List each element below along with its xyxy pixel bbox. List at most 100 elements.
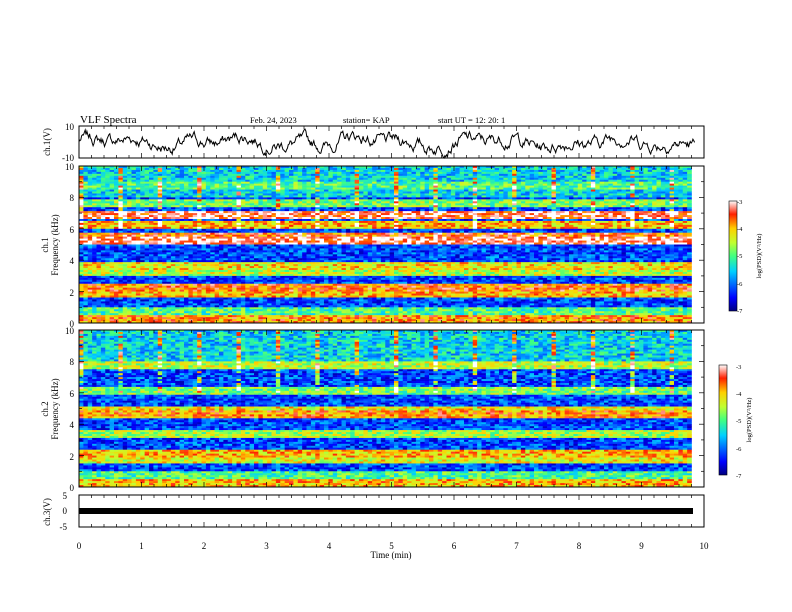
- spectrogram-cell: [516, 205, 522, 208]
- spectrogram-cell: [271, 224, 277, 228]
- spectrogram-cell: [166, 207, 172, 210]
- spectrogram-cell: [254, 201, 259, 204]
- spectrogram-cell: [280, 211, 285, 214]
- spectrogram-cell: [131, 222, 137, 226]
- spectrogram-cell: [380, 205, 386, 208]
- spectrogram-cell: [149, 215, 154, 218]
- spectrogram-cell: [656, 201, 662, 204]
- spectrogram-cell: [275, 189, 281, 192]
- spectrogram-cell: [481, 173, 487, 177]
- spectrogram-cell: [398, 203, 404, 206]
- spectrogram-cell: [630, 215, 635, 218]
- spectrogram-cell: [512, 169, 517, 173]
- spectrogram-cell: [166, 191, 172, 194]
- spectrogram-cell: [306, 179, 312, 182]
- spectrogram-cell: [332, 226, 338, 230]
- spectrogram-cell: [534, 183, 539, 186]
- spectrogram-cell: [118, 185, 124, 188]
- spectrogram-cell: [608, 195, 614, 198]
- spectrogram-cell: [267, 193, 272, 196]
- spectrogram-cell: [665, 217, 670, 220]
- spectrogram-cell: [100, 167, 106, 171]
- spectrogram-cell: [551, 201, 557, 204]
- spectrogram-cell: [332, 169, 338, 173]
- spectrogram-cell: [586, 177, 592, 181]
- spectrogram-cell: [472, 187, 478, 190]
- spectrogram-cell: [328, 197, 334, 200]
- spectrogram-cell: [297, 175, 303, 179]
- spectrogram-cell: [372, 195, 377, 198]
- spectrogram-cell: [582, 187, 587, 190]
- spectrogram-cell: [210, 228, 215, 232]
- spectrogram-cell: [542, 193, 548, 196]
- spectrogram-cell: [385, 175, 390, 179]
- spectrogram-cell: [507, 179, 513, 182]
- spectrogram-cell: [599, 205, 605, 208]
- spectrogram-cell: [577, 228, 583, 232]
- spectrogram-cell: [153, 213, 159, 216]
- spectrogram-cell: [192, 211, 198, 214]
- spectrogram-cell: [341, 220, 347, 224]
- spectrogram-cell: [83, 197, 89, 200]
- spectrogram-cell: [162, 232, 167, 235]
- spectrogram-cell: [608, 199, 614, 202]
- spectrogram-cell: [79, 224, 84, 228]
- spectrogram-cell: [464, 224, 469, 228]
- spectrogram-cell: [214, 197, 220, 200]
- spectrogram-cell: [534, 207, 539, 210]
- spectrogram-cell: [302, 222, 307, 226]
- spectrogram-cell: [315, 205, 320, 208]
- spectrogram-cell: [446, 232, 452, 235]
- spectrogram-cell: [258, 197, 264, 200]
- spectrogram-cell: [394, 213, 399, 216]
- spectrogram-cell: [455, 173, 460, 177]
- spectrogram-cell: [192, 166, 198, 169]
- spectrogram-cell: [455, 181, 460, 184]
- spectrogram-cell: [83, 166, 89, 169]
- spectrogram-cell: [363, 179, 369, 182]
- spectrogram-cell: [485, 232, 491, 235]
- spectrogram-cell: [280, 205, 285, 208]
- spectrogram-cell: [647, 166, 653, 169]
- spectrogram-cell: [267, 173, 272, 177]
- spectrogram-cell: [175, 181, 180, 184]
- spectrogram-cell: [254, 181, 259, 184]
- spectrogram-cell: [328, 191, 334, 194]
- spectrogram-cell: [332, 213, 338, 216]
- spectrogram-cell: [507, 171, 513, 175]
- spectrogram-cell: [280, 183, 285, 186]
- spectrogram-cell: [219, 193, 224, 196]
- spectrogram-cell: [485, 199, 491, 202]
- spectrogram-cell: [569, 193, 574, 196]
- spectrogram-cell: [634, 203, 640, 206]
- spectrogram-cell: [363, 169, 369, 173]
- spectrogram-cell: [555, 177, 561, 181]
- spectrogram-cell: [394, 199, 399, 202]
- spectrogram-cell: [577, 217, 583, 220]
- spectrogram-cell: [674, 218, 679, 222]
- spectrogram-cell: [201, 215, 207, 218]
- spectrogram-cell: [127, 201, 132, 204]
- spectrogram-cell: [249, 191, 255, 194]
- spectrogram-cell: [582, 169, 587, 173]
- spectrogram-cell: [656, 189, 662, 192]
- spectrogram-cell: [306, 230, 312, 234]
- spectrogram-cell: [652, 179, 657, 182]
- spectrogram-cell: [656, 228, 662, 232]
- spectrogram-cell: [398, 232, 404, 235]
- spectrogram-cell: [205, 195, 211, 198]
- spectrogram-cell: [319, 220, 325, 224]
- spectrogram-cell: [284, 218, 290, 222]
- spectrogram-cell: [122, 220, 128, 224]
- spectrogram-cell: [656, 215, 662, 218]
- spectrogram-cell: [547, 228, 552, 232]
- spectrogram-cell: [324, 173, 329, 177]
- spectrogram-cell: [341, 213, 347, 216]
- spectrogram-cell: [455, 193, 460, 196]
- spectrogram-cell: [175, 179, 180, 182]
- spectrogram-cell: [599, 191, 605, 194]
- spectrogram-cell: [481, 199, 487, 202]
- spectrogram-cell: [105, 220, 110, 224]
- spectrogram-cell: [394, 193, 399, 196]
- spectrogram-cell: [551, 232, 557, 235]
